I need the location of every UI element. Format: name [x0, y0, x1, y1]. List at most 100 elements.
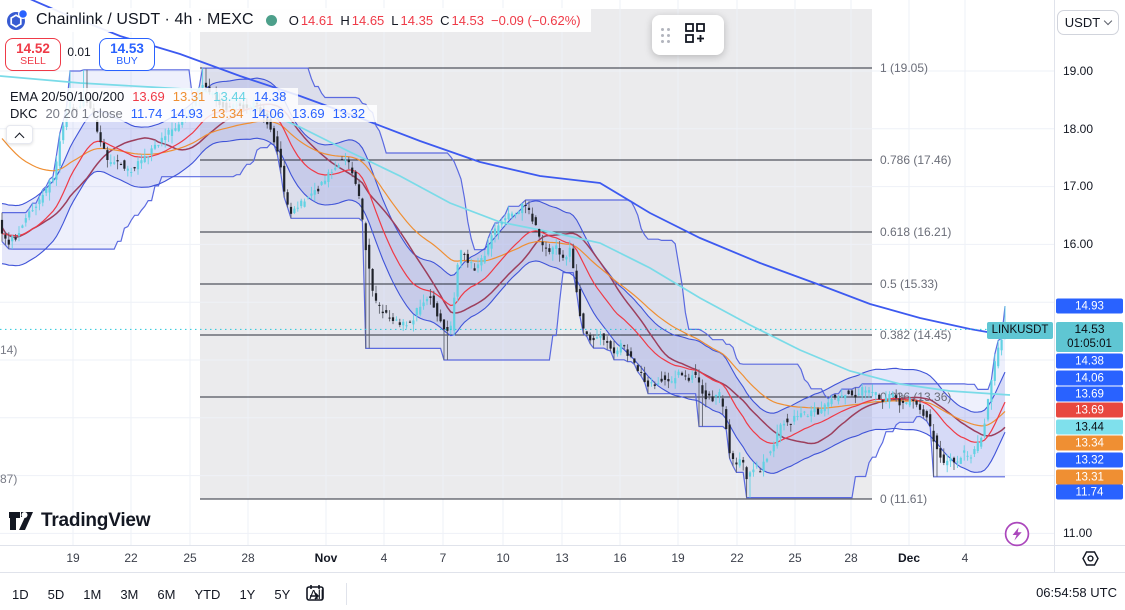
time-tick: 28: [241, 551, 255, 565]
dkc-legend-value: 14.93: [170, 106, 203, 121]
bar-countdown: 01:05:01: [1067, 338, 1112, 351]
dkc-legend-value: 13.32: [332, 106, 366, 121]
change-readout: −0.09 (−0.62%): [491, 12, 581, 28]
time-tick: 22: [124, 551, 138, 565]
ema50-line: [1, 120, 1006, 427]
currency-dropdown[interactable]: USDT: [1057, 10, 1119, 35]
chart-canvas[interactable]: 1 (19.05) 0.786 (17.46) 0.618 (16.21) 0.5 (…: [0, 0, 1054, 545]
dkc-mid-line: [1, 103, 1006, 445]
time-tick: 22: [730, 551, 744, 565]
fib-level-label: 0.5 (15.33): [880, 277, 938, 291]
quick-trade-lightning-icon[interactable]: [1004, 521, 1030, 552]
clock-utc[interactable]: 06:54:58 UTC: [1036, 585, 1117, 600]
indicator-price-tag: 13.34: [1056, 435, 1123, 451]
time-tick: 7: [439, 551, 447, 565]
price-tick: 11.00: [1063, 526, 1093, 540]
price-axis-separator: [1054, 0, 1055, 572]
price-tick: 18.00: [1063, 122, 1094, 136]
time-tick: 19: [66, 551, 80, 565]
indicator-price-tag: 13.31: [1056, 469, 1123, 485]
ema-legend-row[interactable]: EMA 20/50/100/200 13.69 13.31 13.44 14.38: [6, 88, 299, 105]
indicator-price-tag: 14.06: [1056, 370, 1123, 386]
fib-level-label: 0.618 (16.21): [880, 225, 951, 239]
footer-separator: [0, 572, 1125, 573]
symbol-logo: [6, 8, 29, 31]
go-to-date-icon[interactable]: [304, 582, 326, 609]
buy-button[interactable]: 14.53 BUY: [99, 38, 155, 71]
symbol-title[interactable]: Chainlink / USDT · 4h · MEXC: [36, 11, 254, 28]
fib-level-label: 1 (19.05): [880, 61, 928, 75]
market-status-dot: [265, 14, 277, 26]
time-tick: 25: [788, 551, 802, 565]
keltner-lower-line: [1, 137, 1006, 474]
ema-legend-value: 13.44: [213, 89, 246, 104]
range-button-1D[interactable]: 1D: [12, 586, 29, 602]
time-tick: 28: [844, 551, 858, 565]
indicator-price-tag: 14.38: [1056, 353, 1123, 369]
tradingview-logo-icon: [9, 512, 33, 530]
ema-legend-value: 13.31: [172, 89, 206, 104]
sell-button[interactable]: 14.52 SELL: [5, 38, 61, 71]
range-button-1Y[interactable]: 1Y: [239, 586, 256, 602]
time-tick: 13: [555, 551, 569, 565]
time-tick: 25: [183, 551, 197, 565]
fib-level-label: 0.382 (14.45): [880, 328, 951, 342]
ema-legend-value: 13.69: [132, 89, 165, 104]
indicator-price-tag: 13.69: [1056, 402, 1123, 418]
ema-legend-title: EMA 20/50/100/200: [10, 89, 125, 104]
range-button-6M[interactable]: 6M: [157, 586, 176, 602]
range-divider: [345, 583, 347, 605]
current-price-value: 14.53: [1074, 322, 1105, 337]
ema-legend-values: 13.69 13.31 13.44 14.38: [132, 89, 294, 104]
price-tick: 17.00: [1063, 179, 1094, 193]
dkc-legend-params: 20 20 1 close: [45, 106, 123, 121]
currency-label: USDT: [1064, 15, 1101, 30]
dkc-legend-row[interactable]: DKC 20 20 1 close 11.74 14.93 13.34 14.06 13…: [6, 105, 378, 122]
dkc-legend-value: 13.69: [292, 106, 325, 121]
time-tick: 4: [961, 551, 969, 565]
ema-legend-value: 14.38: [253, 89, 287, 104]
dkc-legend-title: DKC: [10, 106, 38, 121]
fib-level-label: 0 (11.61): [880, 492, 927, 506]
range-button-YTD[interactable]: YTD: [194, 586, 221, 602]
donchian-upper-line: [2, 67, 1006, 400]
time-tick: 19: [671, 551, 685, 565]
range-button-5Y[interactable]: 5Y: [274, 586, 291, 602]
symbol-price-tag: LINKUSDT: [987, 321, 1053, 339]
ema200-line: [30, 0, 1011, 337]
add-widget-icon[interactable]: [682, 20, 708, 51]
fib-level-label: 0.786 (17.46): [880, 153, 951, 167]
price-tick: 19.00: [1063, 64, 1094, 78]
time-axis-separator: [0, 545, 1125, 546]
donchian-lower-line: [1, 142, 1005, 499]
dkc-legend-value: 11.74: [130, 106, 163, 121]
tradingview-branding[interactable]: TradingView: [8, 509, 151, 533]
current-price-tag: 14.53 01:05:01: [1056, 322, 1123, 352]
clipped-label: 14): [0, 343, 18, 357]
range-button-3M[interactable]: 3M: [120, 586, 139, 602]
drag-handle-icon[interactable]: [652, 27, 678, 43]
legend-collapse-button[interactable]: [6, 125, 33, 144]
footer-toolbar: 1D 5D 1M 3M 6M YTD 1Y 5Y All 06:54:58 UTC: [0, 573, 1125, 610]
range-button-1M[interactable]: 1M: [83, 586, 102, 602]
indicator-price-tag: 14.93: [1056, 298, 1123, 314]
price-tick: 16.00: [1063, 237, 1094, 251]
price-scale-settings-icon[interactable]: [1082, 550, 1099, 572]
donchian-band-fill: [2, 68, 1005, 498]
time-tick: 4: [380, 551, 388, 565]
clipped-label: 87): [0, 472, 18, 486]
ohlc-readout: O 14.61 H 14.65 L 14.35 C 14.53 −0.09 (−0.62…: [288, 12, 581, 28]
date-range-switcher: 1D 5D 1M 3M 6M YTD 1Y 5Y All: [9, 583, 353, 605]
range-button-5D[interactable]: 5D: [47, 586, 65, 602]
indicator-price-tag: 13.44: [1056, 419, 1123, 435]
time-tick: 10: [496, 551, 510, 565]
time-tick: Dec: [897, 551, 921, 565]
keltner-band-fill: [2, 78, 1005, 474]
floating-toolbar[interactable]: [652, 15, 724, 55]
time-tick: Nov: [314, 551, 338, 565]
indicator-price-tag: 11.74: [1056, 484, 1123, 500]
indicator-price-tag: 13.32: [1056, 452, 1123, 468]
symbol-legend-row: Chainlink / USDT · 4h · MEXC O 14.61 H 14.…: [6, 8, 591, 32]
dkc-legend-value: 13.34: [210, 106, 244, 121]
